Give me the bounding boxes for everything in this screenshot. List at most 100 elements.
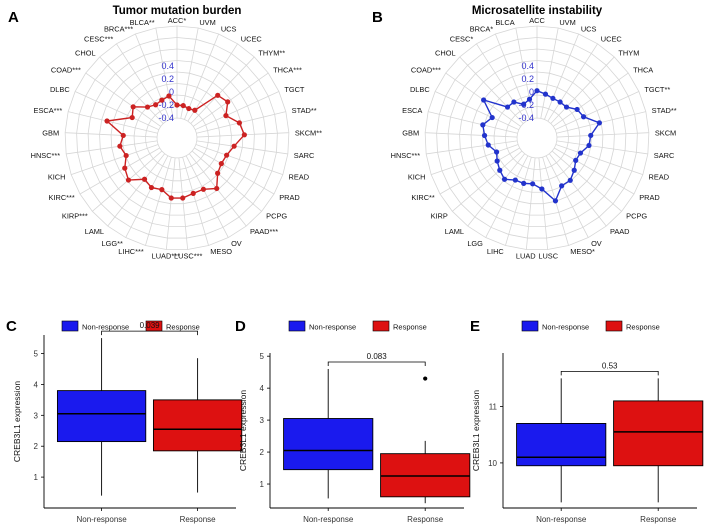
category-label: TGCT** bbox=[644, 85, 670, 94]
significance-bracket bbox=[560, 370, 659, 376]
data-point bbox=[489, 114, 495, 121]
p-value-label: 0.53 bbox=[602, 361, 618, 370]
grid-ring bbox=[459, 60, 615, 216]
grid-spoke bbox=[125, 155, 169, 238]
category-label: READ bbox=[289, 173, 310, 182]
grid-ring bbox=[87, 48, 267, 227]
data-point bbox=[563, 104, 570, 110]
legend-swatch-response bbox=[372, 320, 390, 332]
category-label: ACC bbox=[529, 16, 545, 25]
grid-ring bbox=[424, 25, 650, 250]
box-iqr bbox=[613, 400, 704, 467]
data-point bbox=[129, 114, 135, 121]
y-tick-label: 2 bbox=[260, 448, 265, 457]
grid-spoke bbox=[505, 157, 532, 246]
grid-spoke bbox=[145, 157, 172, 246]
data-point bbox=[180, 195, 186, 201]
panel-letter: A bbox=[8, 9, 19, 26]
grid-spoke bbox=[553, 72, 629, 127]
grid-spoke bbox=[515, 27, 534, 119]
grid-ring bbox=[447, 48, 627, 227]
y-tick-label: 3 bbox=[260, 416, 265, 425]
legend-swatch-non-response bbox=[521, 320, 539, 332]
category-label: LAML bbox=[445, 227, 464, 236]
data-point bbox=[481, 97, 487, 103]
grid-ring bbox=[76, 37, 278, 239]
category-label: COAD*** bbox=[411, 66, 441, 75]
grid-spoke bbox=[426, 140, 518, 155]
grid-spoke bbox=[540, 27, 559, 119]
grid-spoke bbox=[191, 150, 262, 212]
category-label: PAAD*** bbox=[250, 227, 278, 236]
grid-spoke bbox=[178, 157, 189, 250]
data-point bbox=[117, 143, 123, 149]
category-label: CESC*** bbox=[84, 35, 113, 44]
category-label: DLBC bbox=[410, 85, 430, 94]
data-polygon bbox=[105, 94, 246, 199]
data-point bbox=[104, 118, 110, 124]
data-point bbox=[521, 180, 527, 186]
outlier-point bbox=[423, 376, 428, 381]
box-iqr bbox=[56, 390, 147, 443]
panel-letter: B bbox=[372, 9, 383, 26]
data-point bbox=[223, 113, 229, 119]
grid-spoke bbox=[85, 72, 161, 127]
grid-spoke bbox=[452, 150, 523, 212]
category-label: HNSC*** bbox=[31, 151, 61, 160]
data-point bbox=[123, 152, 129, 159]
category-label: GBM bbox=[42, 128, 59, 137]
grid-ring bbox=[133, 94, 221, 182]
category-label: LAML bbox=[85, 227, 104, 236]
grid-ring bbox=[99, 60, 255, 216]
p-value-label: 0.039 bbox=[140, 321, 161, 330]
grid-ring bbox=[482, 83, 592, 193]
grid-spoke bbox=[485, 155, 529, 238]
data-point bbox=[574, 106, 580, 113]
radar-panel-b: B Microsatellite instability 0.4 0.2 0 -0.2 -0… bbox=[372, 5, 677, 260]
data-point bbox=[511, 99, 517, 105]
data-point bbox=[571, 167, 577, 173]
category-label: UVM bbox=[199, 18, 215, 27]
data-point bbox=[224, 152, 230, 158]
box-iqr bbox=[380, 453, 471, 498]
grid-spoke bbox=[195, 91, 280, 131]
grid-spoke bbox=[66, 140, 158, 155]
category-label: KICH bbox=[408, 173, 426, 182]
grid-spoke bbox=[551, 150, 622, 212]
data-point bbox=[236, 120, 242, 126]
data-point bbox=[580, 114, 587, 120]
data-point bbox=[573, 157, 579, 163]
grid-ring bbox=[145, 106, 209, 170]
data-point bbox=[166, 93, 172, 99]
y-axis-title: CREB3L1 expression bbox=[12, 381, 22, 463]
ring-tick-label: -0.4 bbox=[158, 113, 174, 123]
category-label: BLCA** bbox=[130, 18, 155, 27]
data-point bbox=[214, 185, 220, 192]
data-point bbox=[494, 149, 500, 155]
category-label: UCS bbox=[221, 24, 237, 33]
grid-spoke bbox=[556, 140, 648, 155]
grid-spoke bbox=[550, 56, 615, 124]
category-label: CESC* bbox=[450, 35, 474, 44]
legend-label: Non-response bbox=[82, 323, 129, 332]
category-label: BLCA bbox=[495, 18, 514, 27]
data-point bbox=[550, 95, 556, 101]
data-point bbox=[485, 142, 491, 148]
y-tick-label: 11 bbox=[489, 403, 498, 412]
grid-spoke bbox=[525, 157, 536, 250]
category-label: ESCA*** bbox=[34, 106, 63, 115]
grid-spoke bbox=[425, 132, 518, 138]
grid-spoke bbox=[476, 43, 527, 122]
grid-ring bbox=[110, 71, 244, 205]
data-point bbox=[141, 176, 148, 182]
data-point bbox=[144, 104, 151, 110]
category-label: COAD*** bbox=[51, 66, 81, 75]
category-label: SARC bbox=[654, 151, 675, 160]
ring-tick-label: 0.2 bbox=[161, 74, 174, 84]
grid-spoke bbox=[79, 147, 160, 195]
radar-title: Tumor mutation burden bbox=[113, 5, 242, 17]
data-point bbox=[567, 177, 573, 183]
data-polygon bbox=[482, 89, 601, 203]
ring-tick-label: 0 bbox=[169, 87, 174, 97]
data-point bbox=[125, 177, 132, 183]
